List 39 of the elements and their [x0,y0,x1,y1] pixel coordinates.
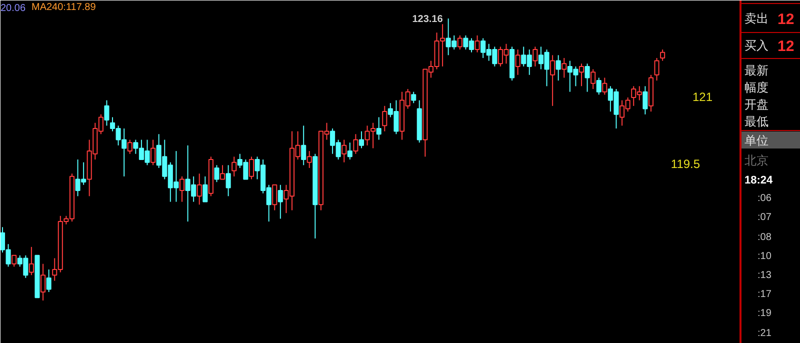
text: 幅度 [744,80,768,94]
candlestick [46,268,52,293]
text: :21 [758,328,772,339]
candlestick [196,173,202,206]
text: 卖出 [744,12,768,26]
text: 最新 [744,64,768,78]
candlestick [509,46,515,82]
text: :17 [758,289,772,300]
candlestick [660,49,666,62]
candlestick [556,54,561,82]
candlestick [40,263,46,301]
candlestick [376,116,382,140]
text: :06 [758,193,772,204]
annotation: 123.16 [412,14,444,25]
candlestick [347,142,352,160]
text: 最低 [744,114,768,128]
text: :08 [758,232,772,243]
candlestick [226,164,231,197]
text: 开盘 [744,98,768,112]
text: :07 [758,212,772,223]
candlestick [353,134,358,154]
text: 单位 [744,134,768,148]
candlestick [214,164,220,183]
text: 121 [692,90,713,104]
text: 20.06 [0,3,26,14]
candlestick [642,86,648,115]
text: :13 [758,270,772,281]
candlestick [584,63,590,92]
text: MA240:117.89 [32,2,96,13]
text: :19 [758,308,772,319]
candlestick [550,54,556,106]
text: 北京 [744,154,768,168]
candlestick [578,63,584,87]
text: 买入 [744,38,768,52]
text: 12 [778,38,794,55]
text: :10 [758,251,772,262]
text: 119.5 [670,157,700,171]
text: 12 [778,11,794,28]
text: 18:24 [744,174,774,186]
